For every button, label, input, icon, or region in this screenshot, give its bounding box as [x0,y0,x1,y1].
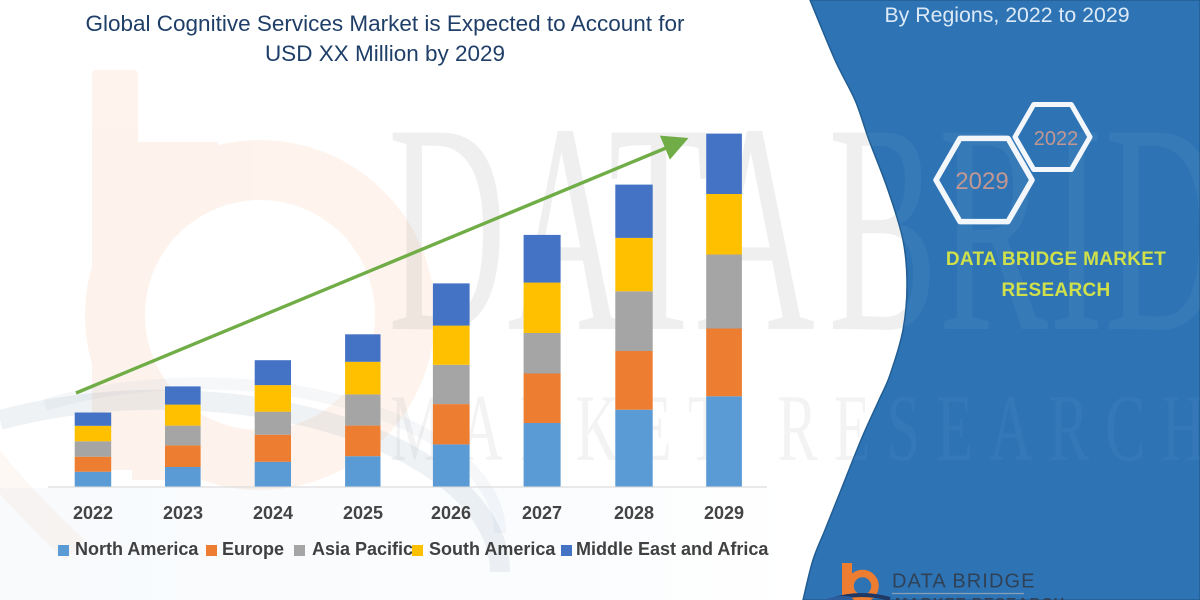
svg-text:DATA BRIDGE: DATA BRIDGE [892,571,1036,593]
svg-text:2022: 2022 [1034,128,1079,150]
svg-text:2029: 2029 [955,168,1008,195]
svg-text:MARKET RESEARCH: MARKET RESEARCH [895,595,1066,600]
